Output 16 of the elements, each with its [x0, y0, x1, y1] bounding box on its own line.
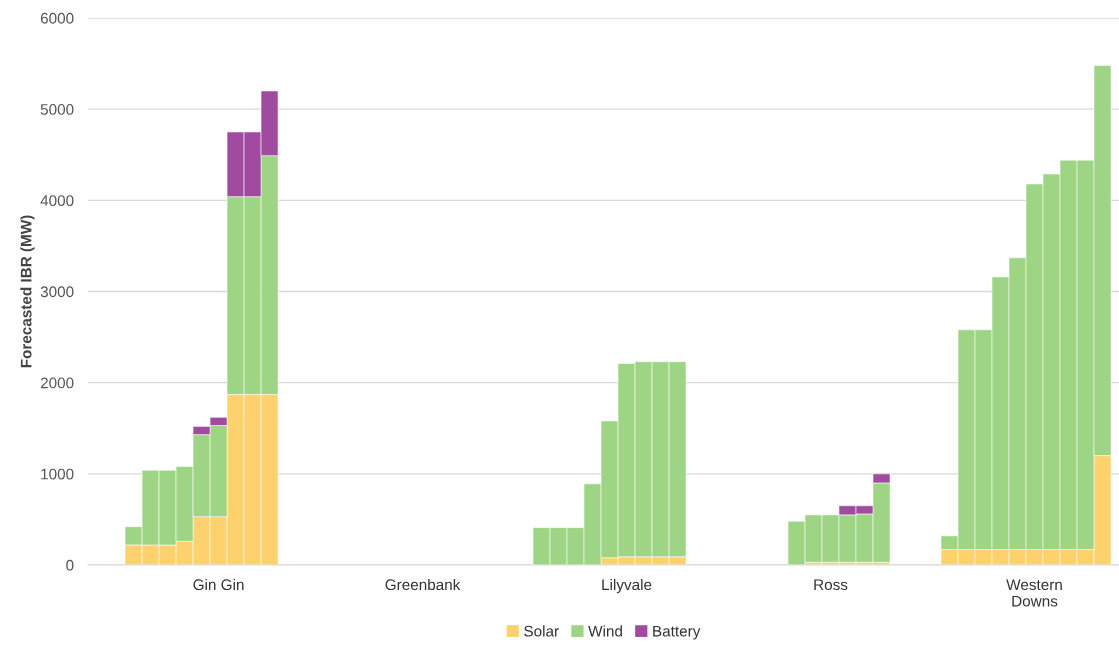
legend-label: Wind — [588, 625, 622, 637]
x-tick-label: Lilyvale — [602, 578, 652, 594]
x-tick-label: Ross — [814, 579, 848, 591]
y-tick-label: 1000 — [41, 468, 74, 480]
y-tick-label: 3000 — [40, 286, 74, 298]
y-tick-label: 6000 — [40, 12, 74, 24]
legend-label: Battery — [653, 625, 701, 640]
x-tick-label: Western Downs — [1006, 579, 1062, 607]
x-tick-label: Gin Gin — [193, 578, 244, 591]
x-tick-label: Greenbank — [385, 578, 461, 591]
y-tick-label: 4000 — [40, 195, 74, 207]
y-axis-title: Forecasted IBR (MW) — [20, 215, 35, 368]
y-tick-label: 0 — [66, 559, 74, 571]
y-tick-label: 2000 — [40, 377, 74, 389]
y-tick-label: 5000 — [40, 104, 74, 115]
legend-label: Solar — [524, 625, 559, 637]
